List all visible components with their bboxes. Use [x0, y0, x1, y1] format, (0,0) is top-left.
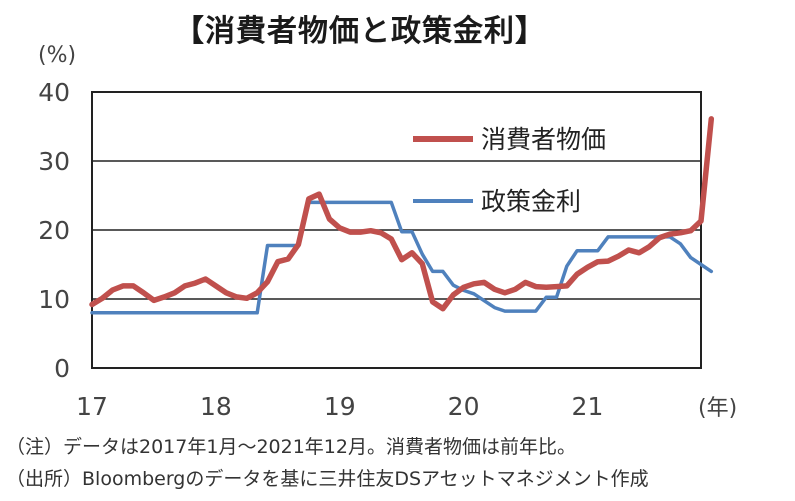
- x-tick-label: 18: [200, 392, 232, 421]
- series-line-policy-rate: [90, 200, 714, 315]
- series-line-cpi: [89, 116, 715, 312]
- y-axis-label: (%): [38, 43, 76, 68]
- plot-frame: [91, 91, 702, 369]
- x-axis-label: (年): [698, 396, 737, 421]
- legend-label: 政策金利: [481, 187, 581, 216]
- legend-label: 消費者物価: [481, 125, 606, 154]
- chart-title: 【消費者物価と政策金利】: [174, 14, 546, 49]
- x-tick-label: 20: [448, 392, 480, 421]
- footnote-note: （注）データは2017年1月～2021年12月。消費者物価は前年比。: [6, 436, 576, 458]
- y-tick-label: 0: [54, 354, 70, 383]
- series-lines: [89, 116, 715, 315]
- grid-lines: [92, 160, 701, 300]
- y-tick-label: 30: [38, 147, 70, 176]
- y-tick-label: 20: [38, 216, 70, 245]
- x-tick-label: 17: [76, 392, 108, 421]
- x-tick-label: 21: [572, 392, 604, 421]
- x-axis-ticks: 17 18 19 20 21: [76, 392, 603, 421]
- footnote-source: （出所）Bloombergのデータを基に三井住友DSアセットマネジメント作成: [6, 468, 649, 490]
- y-tick-label: 40: [38, 78, 70, 107]
- x-tick-label: 19: [324, 392, 356, 421]
- y-tick-label: 10: [38, 285, 70, 314]
- y-axis-ticks: 0 10 20 30 40: [38, 78, 70, 383]
